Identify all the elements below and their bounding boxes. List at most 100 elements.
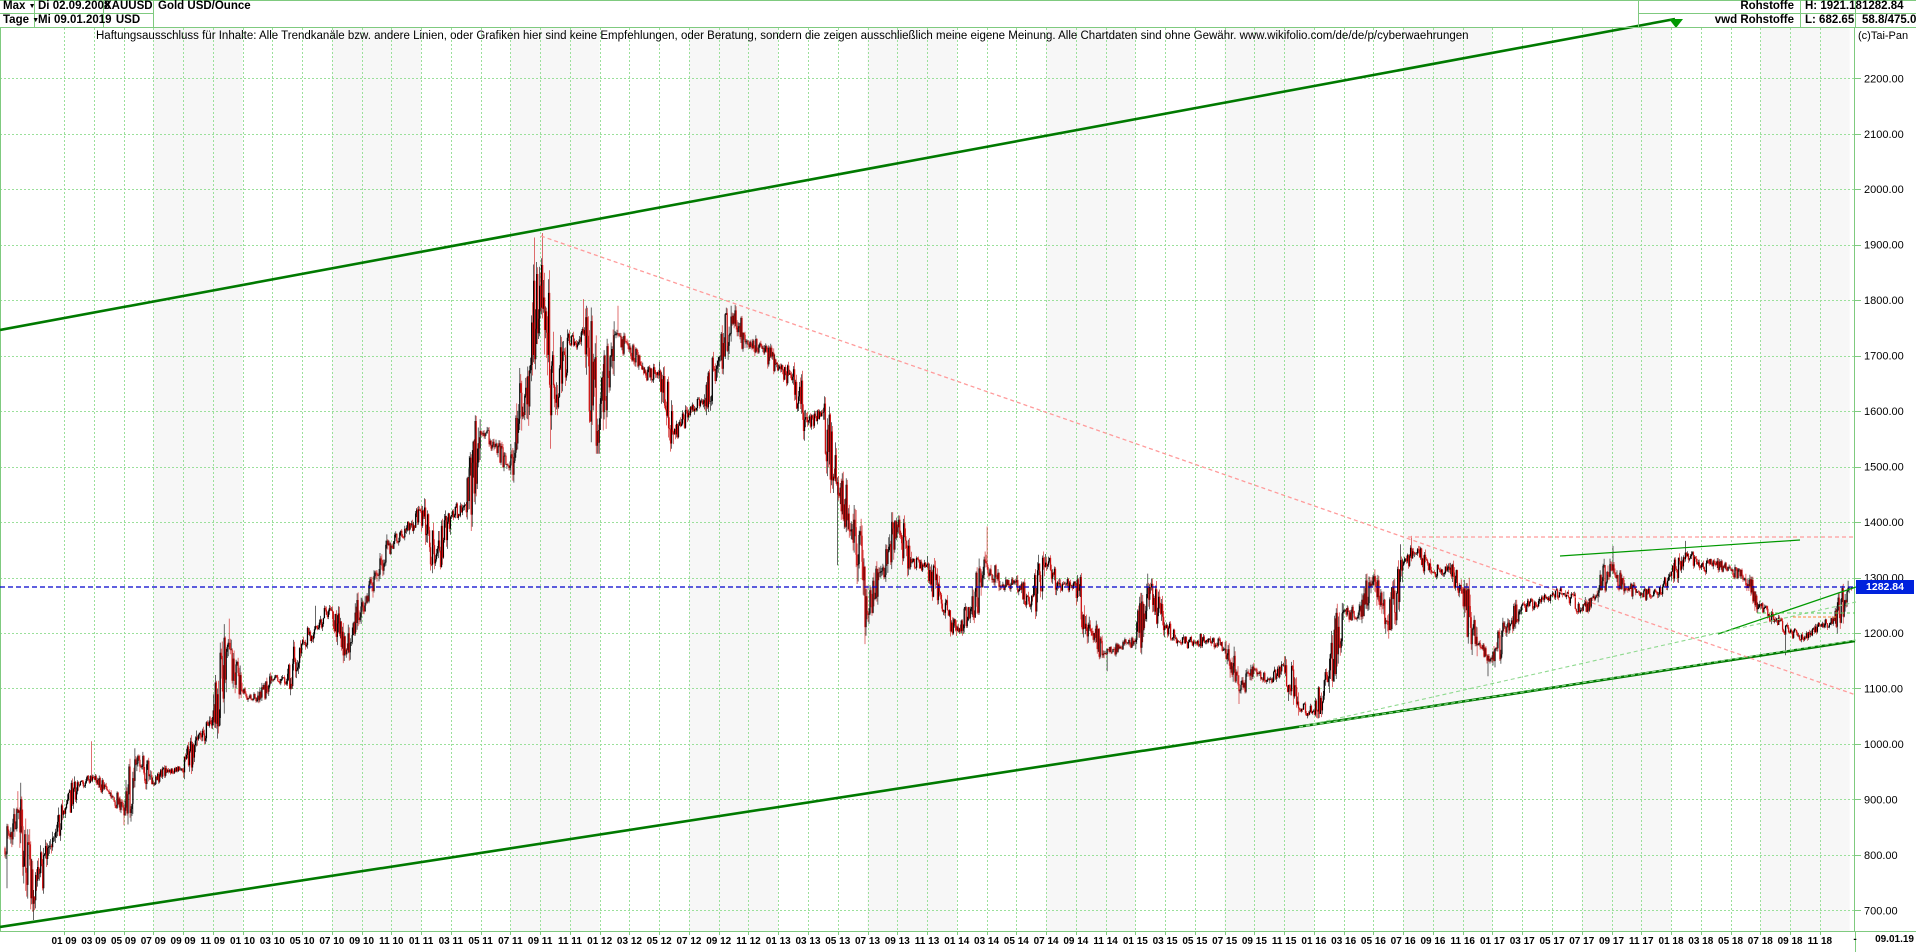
svg-text:05 17: 05 17 [1539,936,1564,947]
symbol-label: XAUUSD [104,0,153,12]
svg-text:01 18: 01 18 [1659,936,1684,947]
y-axis-labels: 2200.00 2100.00 2000.00 1900.00 1800.00 1700.… [1864,73,1904,917]
header-vborder-3 [153,0,154,27]
svg-text:11 14: 11 14 [1093,936,1118,947]
chevron-down-icon: ▼ [32,17,40,24]
svg-text:01 12: 01 12 [587,936,612,947]
svg-text:03 15: 03 15 [1153,936,1178,947]
lower-channel-line [0,639,1856,929]
range-selector[interactable]: Max ▼ [3,0,36,13]
axis-ticks [0,78,1916,952]
svg-text:1000.00: 1000.00 [1864,739,1904,751]
svg-text:09 14: 09 14 [1063,936,1088,947]
svg-text:2100.00: 2100.00 [1864,129,1904,141]
svg-text:07 13: 07 13 [855,936,880,947]
svg-text:05 15: 05 15 [1182,936,1207,947]
copyright-label: (c)Tai-Pan [1858,30,1909,42]
background-band [1046,28,1136,931]
svg-text:11 13: 11 13 [915,936,940,947]
svg-text:09 10: 09 10 [349,936,374,947]
svg-text:03 14: 03 14 [974,936,999,947]
svg-text:01 09: 01 09 [51,936,76,947]
svg-text:1600.00: 1600.00 [1864,406,1904,418]
svg-text:09 17: 09 17 [1599,936,1624,947]
svg-text:09 13: 09 13 [885,936,910,947]
support-2018-rally [1717,586,1857,635]
svg-text:1700.00: 1700.00 [1864,351,1904,363]
candlestick-series [4,233,1853,920]
svg-text:07 16: 07 16 [1391,936,1416,947]
projection-fan-1 [1298,639,1857,728]
period-low-value: L: 682.65 [1805,14,1855,26]
svg-text:07 11: 07 11 [498,936,523,947]
svg-text:05 14: 05 14 [1004,936,1029,947]
svg-text:07 18: 07 18 [1748,936,1773,947]
header-vborder-2 [103,0,104,27]
header-vborder-1 [34,0,35,27]
svg-text:05 10: 05 10 [290,936,315,947]
svg-text:03 13: 03 13 [795,936,820,947]
svg-text:01 16: 01 16 [1301,936,1326,947]
svg-text:07 12: 07 12 [676,936,701,947]
svg-text:03 11: 03 11 [439,936,464,947]
background-band [1224,28,1314,931]
last-price-badge: 1282.84 [1856,580,1914,594]
source-provider: vwd Rohstoffe [1714,14,1794,26]
svg-text:07 09: 07 09 [141,936,166,947]
source-name: Rohstoffe [1740,0,1794,12]
background-band [153,28,243,931]
header-vborder-5 [1800,0,1801,27]
grid [0,28,1855,931]
svg-text:700.00: 700.00 [1864,905,1898,917]
svg-text:11 12: 11 12 [736,936,761,947]
svg-text:07 10: 07 10 [319,936,344,947]
background-band [510,28,600,931]
background-band [1760,28,1850,931]
svg-text:05 18: 05 18 [1718,936,1743,947]
svg-text:11 18: 11 18 [1808,936,1833,947]
svg-text:1100.00: 1100.00 [1864,683,1903,695]
instrument-name: Gold USD/Ounce [158,0,251,12]
header-vborder-6 [1855,0,1856,27]
svg-text:03 10: 03 10 [260,936,285,947]
svg-text:05 12: 05 12 [647,936,672,947]
svg-text:2200.00: 2200.00 [1864,73,1904,85]
svg-text:11 16: 11 16 [1450,936,1475,947]
svg-text:01 11: 01 11 [409,936,434,947]
svg-text:03 18: 03 18 [1688,936,1713,947]
svg-text:01 17: 01 17 [1480,936,1505,947]
currency-label: USD [115,14,141,26]
svg-text:07 17: 07 17 [1569,936,1594,947]
svg-text:09 09: 09 09 [171,936,196,947]
svg-text:03 17: 03 17 [1510,936,1535,947]
svg-text:11 17: 11 17 [1629,936,1654,947]
period-selector[interactable]: Tage ▼ [3,14,39,27]
svg-text:07 14: 07 14 [1034,936,1059,947]
svg-text:1400.00: 1400.00 [1864,517,1904,529]
svg-text:11 15: 11 15 [1272,936,1297,947]
disclaimer-text: Haftungsausschluss für Inhalte: Alle Tre… [96,30,1469,42]
header-border-bottom [0,27,1916,28]
svg-text:1200.00: 1200.00 [1864,628,1904,640]
background-band [1581,28,1672,931]
date-from: Di 02.09.2008 [38,0,111,12]
svg-text:1500.00: 1500.00 [1864,462,1904,474]
svg-text:09 18: 09 18 [1778,936,1803,947]
svg-text:05 13: 05 13 [825,936,850,947]
downtrend-from-2011-peak [540,235,1857,696]
x-axis-dash-label: - [1853,934,1857,945]
header-divider-right [1638,13,1916,14]
last-price-value: 1282.84 [1862,0,1904,12]
svg-text:05 16: 05 16 [1361,936,1386,947]
svg-text:01 15: 01 15 [1123,936,1148,947]
svg-text:11 10: 11 10 [379,936,404,947]
background-band [331,28,422,931]
svg-text:01 13: 01 13 [766,936,791,947]
resistance-2018-tops [1559,539,1801,557]
background-band [867,28,957,931]
svg-text:900.00: 900.00 [1864,794,1898,806]
svg-text:11 09: 11 09 [201,936,226,947]
svg-text:01 14: 01 14 [944,936,969,947]
